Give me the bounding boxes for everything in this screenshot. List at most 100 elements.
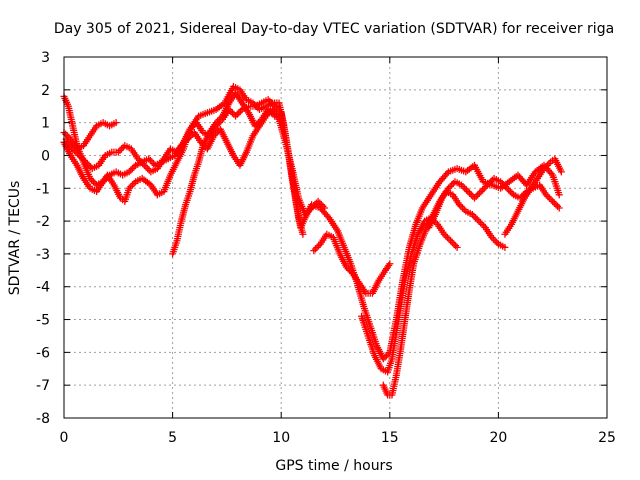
data-point (545, 160, 553, 168)
data-point (500, 181, 508, 189)
data-point (116, 147, 124, 155)
data-point (253, 120, 261, 128)
series-track-6 (310, 230, 394, 297)
data-point (89, 178, 97, 186)
data-point (127, 166, 135, 174)
data-point (547, 196, 555, 204)
data-point (228, 109, 236, 117)
x-axis-label: GPS time / hours (275, 458, 392, 474)
data-point (544, 192, 552, 200)
data-point (316, 199, 324, 207)
data-point (383, 352, 391, 360)
data-point (508, 189, 516, 197)
data-point (311, 245, 319, 253)
data-point (78, 155, 86, 163)
data-point (452, 242, 460, 250)
data-point (440, 230, 448, 238)
data-point (385, 261, 393, 269)
data-point (82, 158, 90, 166)
data-point (75, 151, 83, 159)
data-point (85, 161, 93, 169)
y-tick-label: -4 (36, 280, 50, 296)
data-point (444, 184, 452, 192)
data-point (471, 194, 479, 202)
data-point (104, 173, 112, 181)
data-point (540, 165, 548, 173)
y-tick-label: -1 (36, 181, 50, 197)
data-point (146, 156, 154, 164)
data-point (256, 117, 264, 125)
y-tick-label: -7 (36, 378, 50, 394)
data-point (475, 189, 483, 197)
data-point (309, 202, 317, 210)
data-point (315, 242, 323, 250)
x-tick-label: 5 (168, 430, 177, 446)
data-point (86, 174, 94, 182)
data-point (272, 104, 280, 112)
data-point (442, 232, 450, 240)
data-point (227, 107, 235, 115)
data-point (233, 110, 241, 118)
y-tick-label: 1 (41, 116, 50, 132)
data-point (490, 235, 498, 243)
data-point (215, 115, 223, 123)
data-point (487, 178, 495, 186)
data-point (127, 183, 135, 191)
data-point (299, 230, 307, 238)
data-point (545, 194, 553, 202)
data-point (77, 153, 85, 161)
data-point (184, 135, 192, 143)
data-point (552, 201, 560, 209)
data-point (493, 238, 501, 246)
data-point (319, 202, 327, 210)
data-point (488, 234, 496, 241)
data-point (70, 147, 78, 155)
data-point (448, 238, 456, 246)
data-point (474, 191, 482, 199)
data-point (188, 124, 196, 132)
y-tick-label: -6 (36, 345, 50, 361)
data-point (459, 204, 467, 212)
data-point (557, 168, 565, 176)
data-point (310, 247, 318, 255)
data-point (498, 179, 506, 187)
data-point (182, 137, 190, 145)
data-point (303, 209, 311, 217)
data-point (304, 207, 312, 215)
data-point (251, 122, 259, 130)
data-point (468, 211, 476, 219)
data-point (447, 237, 455, 245)
data-point (125, 184, 133, 192)
data-point (114, 148, 122, 156)
data-point (542, 191, 550, 199)
data-point (185, 133, 193, 141)
data-point (308, 204, 316, 212)
chart-title: Day 305 of 2021, Sidereal Day-to-day VTE… (54, 21, 614, 37)
data-point (317, 201, 325, 209)
plot-border (63, 56, 608, 419)
data-point (381, 353, 389, 361)
y-tick-label: -5 (36, 313, 50, 329)
data-point (460, 206, 468, 214)
data-point (142, 163, 150, 171)
data-point (506, 188, 514, 196)
data-point (211, 130, 219, 138)
data-point (130, 163, 138, 171)
data-point (264, 106, 272, 114)
data-point (467, 191, 475, 199)
data-point (445, 235, 453, 243)
data-point (476, 219, 484, 227)
y-tick-label: 0 (41, 148, 50, 164)
data-point (477, 188, 485, 196)
y-tick-label: 3 (41, 50, 50, 66)
data-point (83, 160, 91, 168)
data-point (484, 181, 492, 189)
data-point (446, 183, 454, 191)
grid (64, 57, 607, 418)
data-point (181, 138, 189, 146)
data-point (555, 191, 563, 199)
x-tick-label: 10 (272, 430, 290, 446)
data-point (128, 181, 136, 189)
data-point (459, 183, 467, 191)
